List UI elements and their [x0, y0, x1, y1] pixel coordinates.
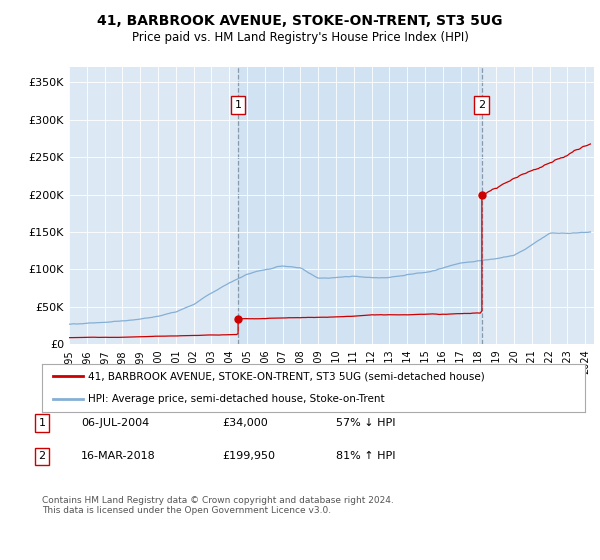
Text: 81% ↑ HPI: 81% ↑ HPI: [336, 451, 395, 461]
Text: £199,950: £199,950: [222, 451, 275, 461]
Bar: [238, 67, 482, 344]
Text: £34,000: £34,000: [222, 418, 268, 428]
Text: 2: 2: [478, 100, 485, 110]
Text: 2: 2: [38, 451, 46, 461]
Text: 1: 1: [38, 418, 46, 428]
Text: 1: 1: [235, 100, 242, 110]
Text: 57% ↓ HPI: 57% ↓ HPI: [336, 418, 395, 428]
Text: 41, BARBROOK AVENUE, STOKE-ON-TRENT, ST3 5UG (semi-detached house): 41, BARBROOK AVENUE, STOKE-ON-TRENT, ST3…: [88, 372, 485, 382]
Text: Price paid vs. HM Land Registry's House Price Index (HPI): Price paid vs. HM Land Registry's House …: [131, 31, 469, 44]
Text: 41, BARBROOK AVENUE, STOKE-ON-TRENT, ST3 5UG: 41, BARBROOK AVENUE, STOKE-ON-TRENT, ST3…: [97, 14, 503, 28]
Text: 06-JUL-2004: 06-JUL-2004: [81, 418, 149, 428]
Text: 16-MAR-2018: 16-MAR-2018: [81, 451, 156, 461]
Text: HPI: Average price, semi-detached house, Stoke-on-Trent: HPI: Average price, semi-detached house,…: [88, 394, 385, 404]
Text: Contains HM Land Registry data © Crown copyright and database right 2024.
This d: Contains HM Land Registry data © Crown c…: [42, 496, 394, 515]
